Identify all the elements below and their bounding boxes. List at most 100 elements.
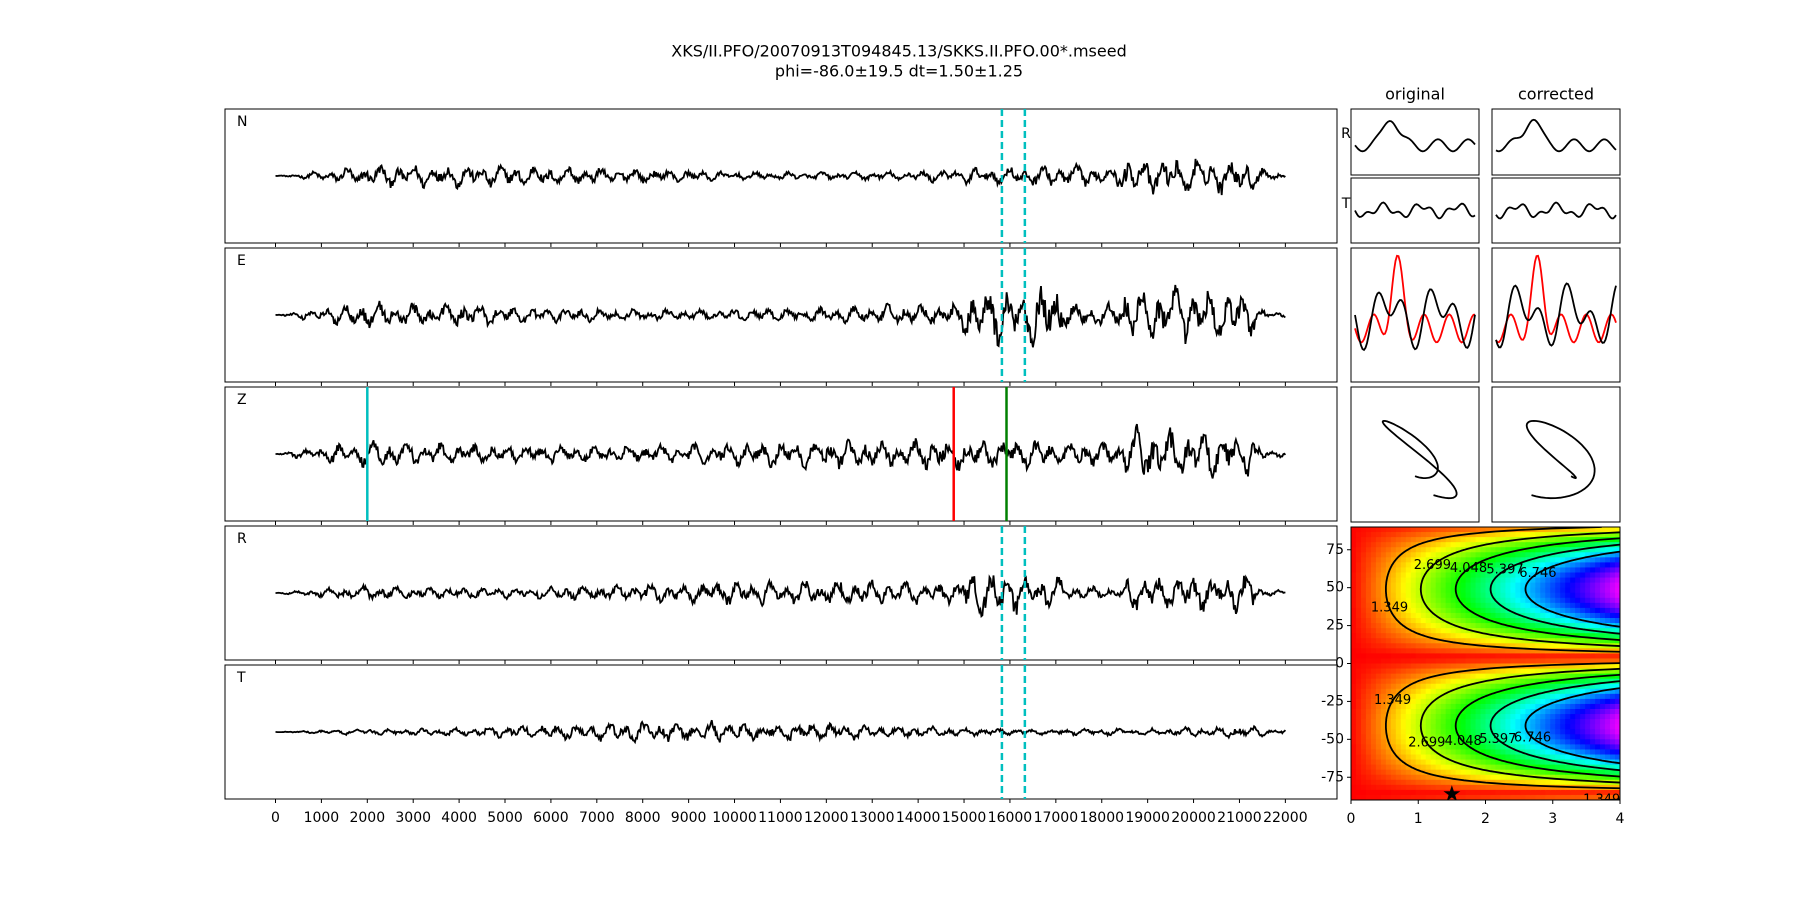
heat-cell xyxy=(1455,683,1462,690)
heat-cell xyxy=(1615,587,1620,594)
heat-cell xyxy=(1540,562,1546,569)
heat-cell xyxy=(1351,719,1357,725)
heat-cell xyxy=(1490,537,1497,543)
heat-cell xyxy=(1370,552,1377,558)
heat-cell xyxy=(1545,663,1551,670)
heat-cell xyxy=(1595,749,1601,756)
heat-cell xyxy=(1460,648,1467,654)
heat-cell xyxy=(1375,764,1382,771)
heat-cell xyxy=(1420,542,1427,548)
heat-cell xyxy=(1555,744,1561,751)
heat-cell xyxy=(1400,607,1407,614)
heat-cell xyxy=(1440,678,1447,685)
heat-cell xyxy=(1485,592,1492,599)
heat-cell xyxy=(1445,703,1452,710)
heat-cell xyxy=(1360,784,1367,791)
heat-cell xyxy=(1550,597,1556,604)
heat-cell xyxy=(1360,688,1367,695)
heat-cell xyxy=(1410,683,1417,690)
heat-cell xyxy=(1485,784,1492,791)
heat-cell xyxy=(1370,648,1377,654)
heat-cell xyxy=(1565,734,1571,740)
heat-cell xyxy=(1430,623,1437,629)
heat-cell xyxy=(1615,663,1620,670)
heat-cell xyxy=(1360,592,1367,599)
heat-cell xyxy=(1575,607,1581,614)
heat-cell xyxy=(1435,739,1442,745)
heat-cell xyxy=(1595,618,1601,624)
heat-cell xyxy=(1585,729,1591,735)
heat-cell xyxy=(1395,582,1402,589)
heat-cell xyxy=(1390,532,1397,538)
heat-cell xyxy=(1605,749,1611,756)
heat-cell xyxy=(1585,567,1591,574)
heat-cell xyxy=(1470,618,1477,624)
heat-cell xyxy=(1600,562,1606,569)
heat-cell xyxy=(1351,709,1357,715)
heat-cell xyxy=(1500,542,1507,548)
heat-cell xyxy=(1351,754,1357,761)
heat-cell xyxy=(1595,643,1601,649)
heat-cell xyxy=(1530,759,1536,766)
heat-cell xyxy=(1610,597,1616,604)
heat-cell xyxy=(1535,658,1541,665)
heat-cell xyxy=(1580,607,1586,614)
heat-cell xyxy=(1565,643,1571,649)
heat-cell xyxy=(1475,592,1482,599)
heat-cell xyxy=(1560,557,1566,563)
heat-cell xyxy=(1560,597,1566,604)
heat-cell xyxy=(1510,678,1516,685)
heat-cell xyxy=(1420,638,1427,644)
heat-cell xyxy=(1540,709,1546,715)
x-tick-label: 7000 xyxy=(579,810,615,826)
heat-cell xyxy=(1585,703,1591,710)
heat-cell xyxy=(1395,572,1402,579)
heat-cell xyxy=(1515,623,1521,629)
heat-cell xyxy=(1400,572,1407,579)
heat-cell xyxy=(1600,547,1606,553)
heat-cell xyxy=(1415,653,1422,660)
heat-cell xyxy=(1565,592,1571,599)
heat-cell xyxy=(1600,577,1606,584)
heat-cell xyxy=(1475,572,1482,579)
heat-cell xyxy=(1370,673,1377,680)
heat-cell xyxy=(1500,719,1507,725)
heat-cell xyxy=(1390,653,1397,660)
heat-cell xyxy=(1375,532,1382,538)
heat-cell xyxy=(1545,623,1551,629)
heat-cell xyxy=(1385,794,1392,800)
heat-cell xyxy=(1515,577,1521,584)
heat-cell xyxy=(1610,764,1616,771)
heat-cell xyxy=(1440,673,1447,680)
heat-cell xyxy=(1510,557,1516,563)
heat-cell xyxy=(1450,527,1457,533)
heat-cell xyxy=(1410,779,1417,786)
heat-cell xyxy=(1570,744,1576,751)
heat-cell xyxy=(1460,638,1467,644)
heat-cell xyxy=(1405,663,1412,670)
heat-cell xyxy=(1400,769,1407,776)
heat-cell xyxy=(1355,703,1362,710)
heat-cell xyxy=(1600,582,1606,589)
heat-cell xyxy=(1480,749,1487,756)
heat-cell xyxy=(1390,764,1397,771)
heat-cell xyxy=(1385,582,1392,589)
heat-cell xyxy=(1410,789,1417,796)
heat-cell xyxy=(1550,734,1556,740)
heat-cell xyxy=(1515,628,1521,634)
heat-cell xyxy=(1530,582,1536,589)
heat-cell xyxy=(1515,744,1521,751)
heat-cell xyxy=(1450,673,1457,680)
heat-cell xyxy=(1365,688,1372,695)
heat-cell xyxy=(1530,769,1536,776)
heat-cell xyxy=(1565,552,1571,558)
heat-cell xyxy=(1530,693,1536,700)
heat-cell xyxy=(1605,703,1611,710)
heat-cell xyxy=(1355,759,1362,766)
heat-cell xyxy=(1360,764,1367,771)
heat-cell xyxy=(1595,719,1601,725)
heat-cell xyxy=(1550,693,1556,700)
heat-cell xyxy=(1575,729,1581,735)
heat-cell xyxy=(1610,698,1616,705)
heat-cell xyxy=(1415,532,1422,538)
